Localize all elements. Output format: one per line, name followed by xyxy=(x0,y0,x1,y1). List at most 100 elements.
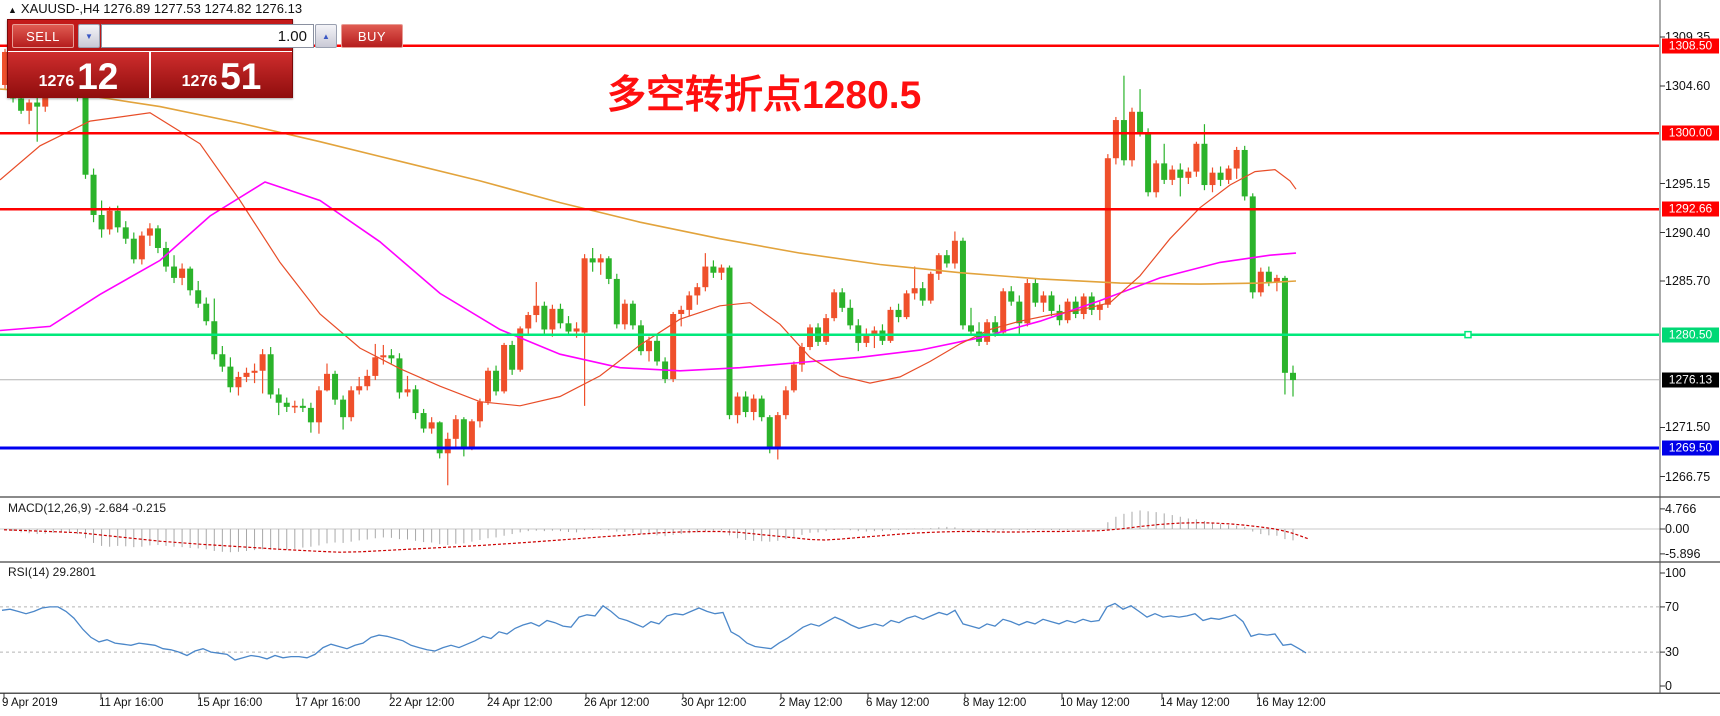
candle-body xyxy=(235,376,242,388)
candle-body xyxy=(1249,196,1256,293)
candle-body xyxy=(694,287,701,296)
main-chart xyxy=(0,44,1659,486)
candle-body xyxy=(581,258,588,333)
candle-body xyxy=(895,309,902,318)
candle-body xyxy=(493,370,500,392)
candle-body xyxy=(154,228,161,248)
volume-down-button[interactable]: ▼ xyxy=(78,24,100,48)
candle-body xyxy=(372,357,379,376)
candle-body xyxy=(565,323,572,332)
candle-body xyxy=(211,321,218,355)
volume-up-button[interactable]: ▲ xyxy=(315,24,337,48)
candle-body xyxy=(227,366,234,388)
candle-body xyxy=(203,303,210,322)
candle-body xyxy=(798,347,805,365)
candle-body xyxy=(388,355,395,359)
candle-body xyxy=(1056,310,1063,321)
candle-body xyxy=(412,389,419,414)
price-tick-label: 1285.70 xyxy=(1665,273,1711,288)
symbol-arrow-icon: ▲ xyxy=(8,5,17,15)
candle-body xyxy=(1080,296,1087,315)
candle-body xyxy=(702,266,709,288)
candle-body xyxy=(460,419,467,449)
candle-body xyxy=(1169,169,1176,180)
candle-body xyxy=(243,372,250,377)
rsi-panel xyxy=(0,602,1660,661)
time-label: 8 May 12:00 xyxy=(963,697,1027,709)
candle-body xyxy=(428,422,435,429)
candle-body xyxy=(573,328,580,332)
time-label: 9 Apr 2019 xyxy=(2,697,58,709)
candle-body xyxy=(758,398,765,418)
macd-signal-line xyxy=(3,522,1309,553)
ask-price[interactable]: 1276 51 xyxy=(149,52,292,98)
volume-stepper: ▼ ▲ xyxy=(78,24,337,48)
candle-body xyxy=(1273,277,1280,283)
macd-tick-label: 0.00 xyxy=(1665,522,1690,536)
ma-mid-line xyxy=(0,181,1297,372)
candle-body xyxy=(911,288,918,294)
candle-body xyxy=(452,419,459,439)
candle-body xyxy=(541,305,548,330)
candle-body xyxy=(501,344,508,392)
time-label: 10 May 12:00 xyxy=(1060,697,1130,709)
candle-body xyxy=(1290,372,1296,381)
candle-body xyxy=(1000,291,1007,333)
time-label: 15 Apr 16:00 xyxy=(197,697,263,709)
candle-body xyxy=(1104,158,1111,305)
time-label: 11 Apr 16:00 xyxy=(99,697,164,709)
candle-body xyxy=(444,438,451,454)
candle-body xyxy=(267,354,274,395)
macd-tick-label: 4.766 xyxy=(1665,501,1697,516)
candle-body xyxy=(951,240,958,264)
rsi-tick-label: 30 xyxy=(1665,645,1679,660)
candle-body xyxy=(1225,168,1232,180)
candle-body xyxy=(1241,149,1248,197)
candle-body xyxy=(420,413,427,429)
candle-body xyxy=(1024,283,1031,324)
sell-button[interactable]: SELL xyxy=(12,24,74,48)
candle-body xyxy=(1145,132,1152,193)
candle-body xyxy=(734,396,741,416)
candle-body xyxy=(831,292,838,319)
candle-body xyxy=(251,370,258,373)
macd-panel xyxy=(0,510,1660,553)
candle-body xyxy=(976,331,983,342)
time-label: 30 Apr 12:00 xyxy=(681,697,747,709)
candle-body xyxy=(968,325,974,332)
time-label: 14 May 12:00 xyxy=(1160,697,1230,709)
time-label: 17 Apr 16:00 xyxy=(295,697,361,709)
candle-body xyxy=(1185,171,1192,178)
bid-price[interactable]: 1276 12 xyxy=(8,52,149,98)
price-badge-1276.13: 1276.13 xyxy=(1662,372,1719,388)
candle-body xyxy=(597,258,604,263)
price-tick-label: 1290.40 xyxy=(1665,225,1711,240)
candle-body xyxy=(935,255,942,274)
candle-body xyxy=(340,399,347,418)
price-badge-1308.50: 1308.50 xyxy=(1662,38,1719,54)
candle-body xyxy=(1153,163,1160,193)
candle-body xyxy=(130,238,137,260)
candle-body xyxy=(710,266,717,273)
candle-body xyxy=(839,292,846,308)
candle-body xyxy=(436,422,443,454)
candle-body xyxy=(1137,111,1144,133)
candle-body xyxy=(678,309,685,315)
hline-handle[interactable] xyxy=(1464,330,1472,339)
candle-body xyxy=(106,210,113,230)
buy-button[interactable]: BUY xyxy=(341,24,403,48)
candle-body xyxy=(887,309,894,341)
chart-frame xyxy=(0,0,1720,698)
candle-body xyxy=(283,402,290,407)
time-label: 26 Apr 12:00 xyxy=(584,697,650,709)
candle-body xyxy=(750,398,757,413)
candle-body xyxy=(1161,163,1168,180)
candle-body xyxy=(774,415,781,450)
volume-input[interactable] xyxy=(101,24,314,48)
candle-body xyxy=(807,327,813,348)
candle-body xyxy=(847,307,854,326)
candle-body xyxy=(959,240,966,326)
macd-tick-label: -5.896 xyxy=(1665,546,1701,561)
candle-body xyxy=(98,214,105,230)
